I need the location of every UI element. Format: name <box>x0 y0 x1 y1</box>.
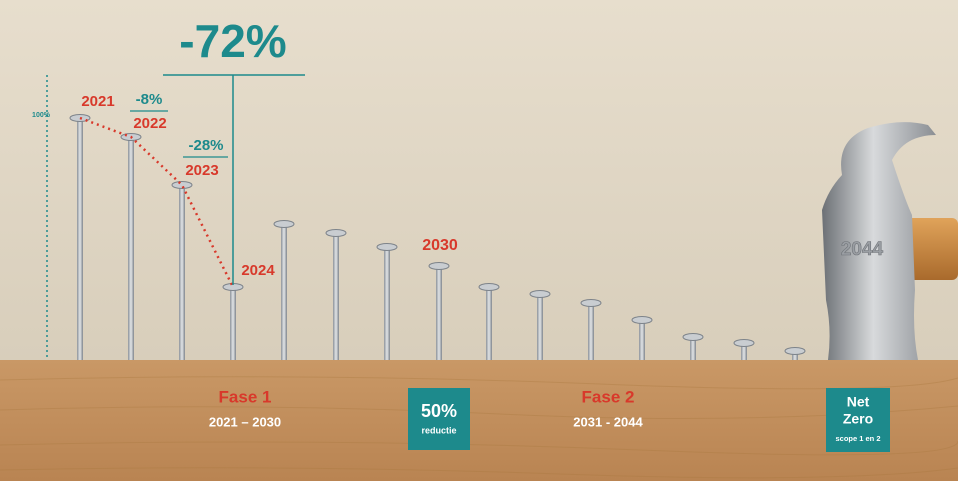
badge-label: scope 1 en 2 <box>835 434 880 443</box>
badge-value: 50% <box>421 401 457 421</box>
phase-period: 2021 – 2030 <box>209 414 281 429</box>
phase-title: Fase 2 <box>582 387 635 406</box>
background <box>0 0 958 362</box>
step-label: -8% <box>136 91 163 108</box>
year-label: 2024 <box>241 262 275 279</box>
nail-shaft <box>128 137 134 360</box>
nail-shaft <box>690 337 696 360</box>
nail-shaft <box>281 224 287 360</box>
nail-head <box>171 181 193 189</box>
year-label: 2023 <box>185 162 218 179</box>
wood-grain <box>0 376 958 479</box>
phase-title: Fase 1 <box>219 387 272 406</box>
nail-head <box>733 339 755 347</box>
nail-head <box>682 333 704 341</box>
phase-period: 2031 - 2044 <box>573 414 643 429</box>
year-label: 2021 <box>81 93 114 110</box>
headline: -72% <box>179 15 286 67</box>
badge-label: reductie <box>421 425 456 435</box>
nail-shaft <box>77 118 83 360</box>
nail-shaft <box>333 233 339 360</box>
wood-floor <box>0 360 958 481</box>
nail-head <box>580 299 602 307</box>
hammer-head <box>822 122 936 360</box>
nail-shaft <box>537 294 543 360</box>
trend-line <box>79 116 235 288</box>
nail-head <box>273 220 295 228</box>
nails <box>69 114 806 360</box>
year-label: 2022 <box>133 115 166 132</box>
badge <box>408 388 470 450</box>
hammer: 2044 <box>822 122 958 360</box>
nail-shaft <box>639 320 645 360</box>
nail-shaft <box>588 303 594 360</box>
nail-shaft <box>436 266 442 360</box>
nail-head <box>784 347 806 355</box>
nail-head <box>478 283 500 291</box>
badge-line: Net <box>847 394 870 410</box>
badge <box>826 388 890 452</box>
nail-shaft <box>179 185 185 360</box>
nail-shaft <box>741 343 747 360</box>
hammer-label: 2044 <box>841 239 884 260</box>
nail-shaft <box>792 351 798 360</box>
step-label: -28% <box>188 137 223 154</box>
nail-head <box>428 262 450 270</box>
axis-label: 100% <box>32 112 51 119</box>
badge-line: Zero <box>843 411 873 427</box>
nail-shaft <box>230 287 236 360</box>
year-label: 2030 <box>422 237 458 254</box>
nail-head <box>529 290 551 298</box>
nail-head <box>325 229 347 237</box>
nail-head <box>631 316 653 324</box>
nail-head <box>376 243 398 251</box>
nail-shaft <box>384 247 390 360</box>
nail-shaft <box>486 287 492 360</box>
